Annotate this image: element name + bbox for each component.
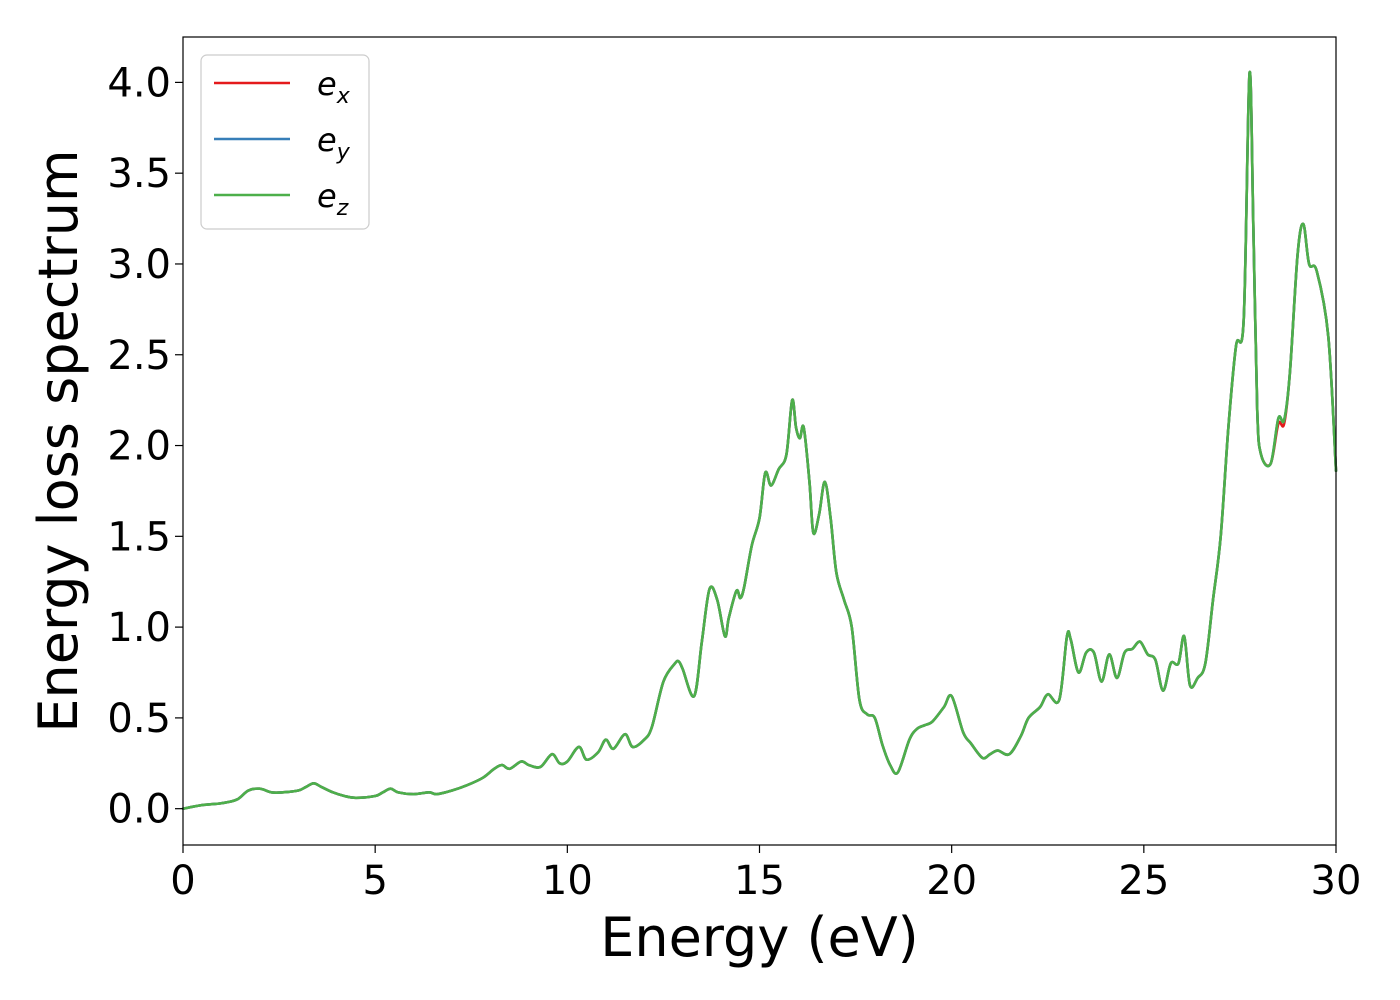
- x-tick-label: 20: [926, 858, 977, 904]
- y-axis-title: Energy loss spectrum: [27, 149, 90, 732]
- y-tick-label: 3.0: [107, 242, 171, 288]
- x-tick-label: 10: [542, 858, 593, 904]
- y-tick-label: 3.5: [107, 151, 171, 197]
- x-tick-label: 0: [170, 858, 195, 904]
- y-tick-label: 0.0: [107, 787, 171, 833]
- legend-label-ex: ex: [317, 65, 351, 109]
- y-tick-label: 1.0: [107, 605, 171, 651]
- series-layer: [181, 70, 1338, 810]
- x-tick-label: 5: [362, 858, 387, 904]
- x-tick-label: 30: [1311, 858, 1362, 904]
- y-tick-label: 4.0: [107, 60, 171, 106]
- x-tick-label: 15: [734, 858, 785, 904]
- y-axis: 0.0 0.5 1.0 1.5 2.0 2.5 3.0 3.5 4.0: [107, 60, 183, 833]
- x-tick-label: 25: [1118, 858, 1169, 904]
- series-line-e-z: [181, 70, 1338, 810]
- legend-box: [200, 54, 370, 230]
- y-tick-label: 0.5: [107, 696, 171, 742]
- x-axis: 0 5 10 15 20 25 30: [170, 845, 1361, 904]
- y-tick-label: 2.5: [107, 333, 171, 379]
- x-axis-title: Energy (eV): [600, 906, 919, 969]
- y-tick-label: 1.5: [107, 514, 171, 560]
- y-tick-label: 2.0: [107, 424, 171, 470]
